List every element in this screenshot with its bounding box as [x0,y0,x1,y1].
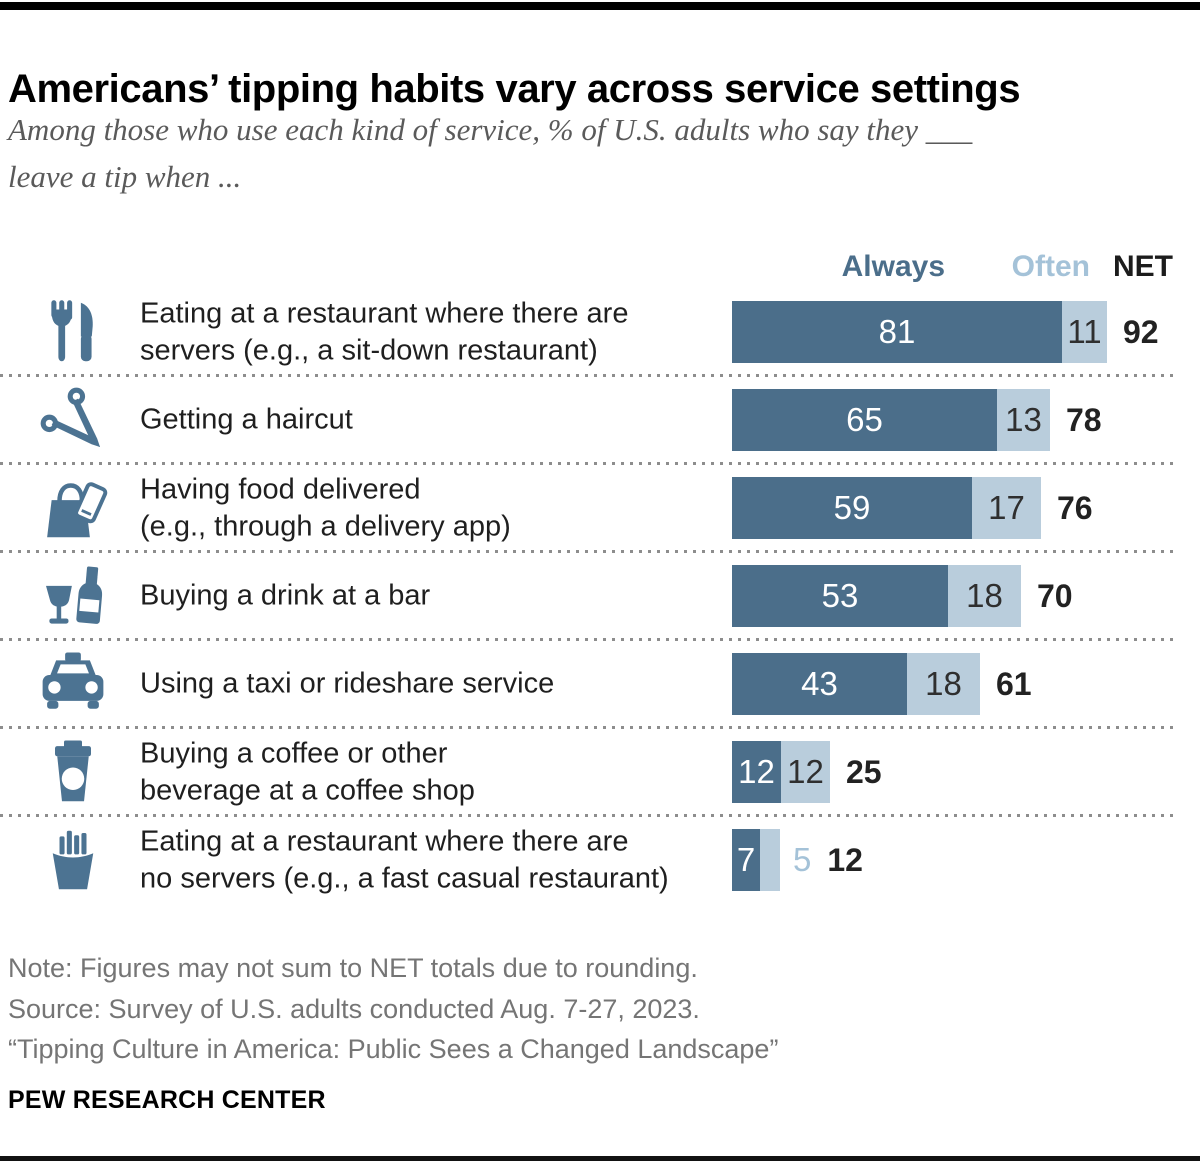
chart-row: Eating at a restaurant where there are n… [0,816,1184,904]
often-bar-segment: 13 [997,389,1050,451]
legend-often: Often [1011,250,1090,283]
bottom-divider [0,1156,1200,1161]
bar-group: 81 11 11 92 [732,288,1159,376]
bar-group: 7 5 5 12 [732,816,863,904]
often-bar-segment: 5 [760,829,780,891]
often-bar-segment: 18 [907,653,980,715]
chart-rows: Eating at a restaurant where there are s… [0,288,1184,904]
net-value: 78 [1066,401,1102,438]
net-value: 92 [1123,313,1159,350]
often-bar-segment: 18 [948,565,1021,627]
legend-always: Always [841,250,945,283]
often-value: 18 [925,665,962,702]
scissors-icon [34,381,112,459]
net-value: 61 [996,665,1032,702]
always-value: 43 [801,665,838,702]
often-value-outside: 5 [793,841,812,878]
net-value: 70 [1037,577,1073,614]
chart-row: Eating at a restaurant where there are s… [0,288,1184,377]
often-bar-segment: 17 [972,477,1041,539]
source-line: Source: Survey of U.S. adults conducted … [8,993,700,1024]
always-bar-segment: 12 [732,741,781,803]
bar-group: 43 18 18 61 [732,640,1032,728]
bar-group: 65 13 13 78 [732,376,1102,464]
always-value: 12 [738,753,775,790]
often-value: 12 [787,753,824,790]
always-value: 53 [821,577,859,614]
often-value: 13 [1005,401,1042,438]
category-label: Getting a haircut [140,403,353,436]
category-label: Eating at a restaurant where there are n… [140,825,669,894]
often-value: 17 [988,489,1025,526]
category-label: Buying a coffee or other beverage at a c… [140,737,475,806]
report-title-line: “Tipping Culture in America: Public Sees… [8,1034,779,1064]
chart-row: Buying a coffee or other beverage at a c… [0,728,1184,817]
category-label: Using a taxi or rideshare service [140,667,555,700]
fork-knife-icon [34,293,112,371]
bar-group: 12 12 12 25 [732,728,882,816]
often-bar-segment: 12 [781,741,830,803]
pew-research-center-logo: PEW RESEARCH CENTER [8,1086,326,1114]
always-value: 7 [736,841,756,878]
coffee-cup-icon [34,733,112,811]
category-label: Eating at a restaurant where there are s… [140,297,629,366]
always-bar-segment: 43 [732,653,907,715]
net-value: 25 [846,753,882,790]
category-label: Buying a drink at a bar [140,579,431,612]
chart-row: Getting a haircut 65 13 13 78 [0,376,1184,465]
always-value: 65 [846,401,883,438]
chart-subtitle: Among those who use each kind of service… [8,112,973,195]
taxi-icon [34,645,112,723]
net-value: 76 [1057,489,1093,526]
fries-icon [34,821,112,899]
chart-row: Using a taxi or rideshare service 43 18 … [0,640,1184,729]
bar-group: 53 18 18 70 [732,552,1073,640]
often-value: 18 [966,577,1003,614]
bar-group: 59 17 17 76 [732,464,1093,552]
page-title: Americans’ tipping habits vary across se… [8,66,1021,111]
always-value: 59 [833,489,871,526]
footer-notes: Note: Figures may not sum to NET totals … [8,948,1193,1070]
often-value: 11 [1067,313,1102,350]
wine-bottle-icon [34,557,112,635]
category-label: Having food delivered (e.g., through a d… [140,473,511,542]
legend: Always Often NET [0,250,1200,286]
always-bar-segment: 65 [732,389,997,451]
chart-row: Having food delivered (e.g., through a d… [0,464,1184,553]
chart-row: Buying a drink at a bar 53 18 18 70 [0,552,1184,641]
always-bar-segment: 53 [732,565,948,627]
bag-phone-icon [34,469,112,547]
note-line: Note: Figures may not sum to NET totals … [8,953,698,983]
often-bar-segment: 11 [1062,301,1107,363]
always-bar-segment: 81 [732,301,1062,363]
net-value: 12 [827,841,863,878]
legend-net: NET [1113,250,1173,283]
always-bar-segment: 7 [732,829,760,891]
always-value: 81 [878,313,916,350]
always-bar-segment: 59 [732,477,972,539]
top-divider [0,2,1200,10]
